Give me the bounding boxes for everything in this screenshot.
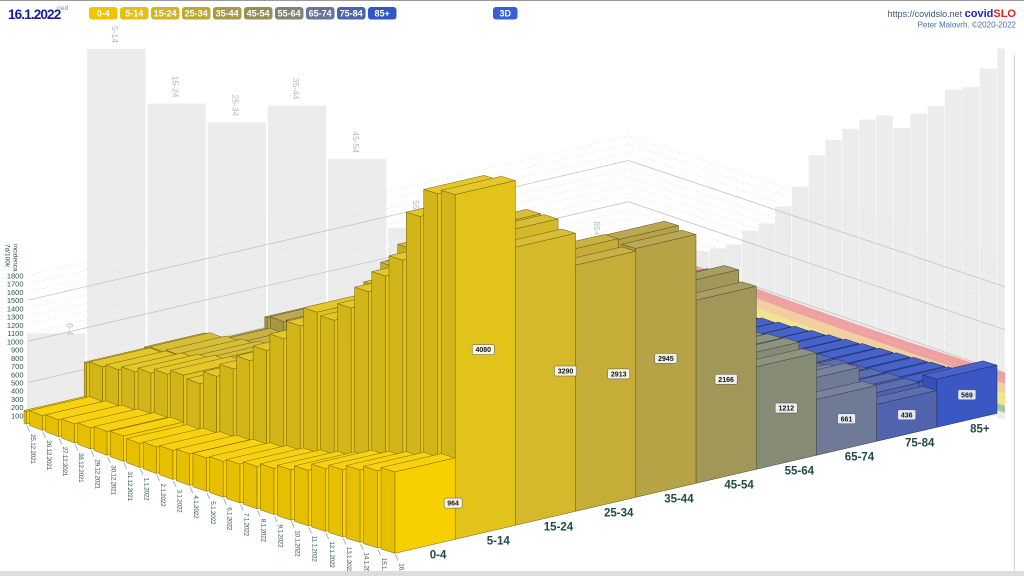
svg-text:15.1.2022: 15.1.2022 [380,558,387,576]
svg-text:incidenca: incidenca [12,244,19,272]
svg-text:1500: 1500 [7,296,24,305]
svg-text:4.1.2022: 4.1.2022 [192,495,199,519]
svg-text:31.12.2021: 31.12.2021 [126,471,133,501]
svg-text:15-24: 15-24 [170,76,180,98]
svg-text:9.1.2022: 9.1.2022 [277,525,284,549]
svg-text:https://covidslo.net covidSLO: https://covidslo.net covidSLO [888,8,1017,20]
svg-text:35-44: 35-44 [291,78,301,100]
svg-text:1400: 1400 [7,304,24,313]
svg-text:0-4: 0-4 [97,9,110,19]
svg-text:1600: 1600 [7,288,24,297]
svg-text:5-14: 5-14 [110,26,120,43]
svg-text:0-4: 0-4 [430,549,447,561]
svg-text:1000: 1000 [7,337,24,346]
svg-text:14.1.2022: 14.1.2022 [363,552,370,576]
svg-text:25-34: 25-34 [185,9,208,19]
svg-text:436: 436 [901,412,913,419]
svg-text:600: 600 [11,370,24,379]
svg-text:15-24: 15-24 [544,521,574,533]
svg-text:10.1.2022: 10.1.2022 [294,530,301,557]
svg-text:55-64: 55-64 [278,9,301,19]
svg-text:5-14: 5-14 [125,9,143,19]
svg-text:85+: 85+ [375,9,390,19]
svg-text:0-4: 0-4 [65,323,75,336]
svg-text:100: 100 [11,412,24,421]
svg-text:55-64: 55-64 [785,465,815,477]
svg-text:2945: 2945 [658,356,674,363]
svg-text:65-74: 65-74 [309,9,332,19]
svg-text:4080: 4080 [476,347,492,354]
svg-text:16.1.2022: 16.1.2022 [398,563,405,576]
svg-text:700: 700 [11,362,24,371]
svg-text:12.1.2022: 12.1.2022 [328,541,335,568]
svg-text:500: 500 [11,379,24,388]
svg-text:6.1.2022: 6.1.2022 [226,507,233,531]
svg-text:800: 800 [11,354,24,363]
svg-text:200: 200 [11,403,24,412]
svg-text:45-54: 45-54 [724,479,754,491]
svg-text:1100: 1100 [7,329,23,338]
svg-text:7.1.2022: 7.1.2022 [243,513,250,537]
svg-text:35-44: 35-44 [216,9,239,19]
svg-text:8.1.2022: 8.1.2022 [260,519,267,543]
svg-text:16.1.2022: 16.1.2022 [8,7,62,22]
svg-text:25-34: 25-34 [231,95,241,117]
svg-text:25.12.2021: 25.12.2021 [29,434,36,464]
svg-text:75-84: 75-84 [340,9,363,19]
svg-text:5.1.2022: 5.1.2022 [209,501,216,525]
svg-text:65-74: 65-74 [845,451,875,463]
svg-text:15-24: 15-24 [154,9,177,19]
svg-text:3.1.2022: 3.1.2022 [176,490,183,514]
svg-text:964: 964 [447,501,459,508]
svg-text:29.12.2021: 29.12.2021 [93,459,100,489]
svg-text:400: 400 [11,387,24,396]
svg-text:3290: 3290 [558,369,574,376]
svg-text:ned: ned [57,5,69,12]
svg-text:2.1.2022: 2.1.2022 [159,484,166,508]
svg-text:1300: 1300 [7,313,24,322]
svg-text:300: 300 [11,395,24,404]
svg-text:1200: 1200 [7,321,24,330]
svg-text:45-54: 45-54 [351,131,361,153]
svg-text:7d/100k: 7d/100k [4,244,11,268]
svg-text:26.12.2021: 26.12.2021 [45,440,52,470]
svg-text:Peter Malovrh. ©2020-2022: Peter Malovrh. ©2020-2022 [918,21,1017,30]
svg-text:569: 569 [961,392,973,399]
svg-text:25-34: 25-34 [604,507,634,519]
svg-text:1212: 1212 [779,406,795,413]
svg-text:13.1.2022: 13.1.2022 [345,547,352,574]
svg-text:661: 661 [841,416,853,423]
svg-text:75-84: 75-84 [905,437,935,449]
svg-text:1700: 1700 [7,280,24,289]
svg-text:5-14: 5-14 [487,535,511,547]
svg-text:28.12.2021: 28.12.2021 [77,453,84,483]
svg-text:900: 900 [11,346,24,355]
svg-text:1800: 1800 [7,271,24,280]
svg-text:85+: 85+ [592,221,602,235]
svg-text:3D: 3D [499,9,511,19]
svg-text:2166: 2166 [718,377,734,384]
svg-text:2913: 2913 [611,372,627,379]
svg-text:11.1.2022: 11.1.2022 [311,536,318,562]
svg-text:35-44: 35-44 [664,493,694,505]
svg-text:30.12.2021: 30.12.2021 [110,465,117,495]
svg-text:27.12.2021: 27.12.2021 [61,447,68,477]
svg-text:45-54: 45-54 [247,9,270,19]
svg-text:1.1.2022: 1.1.2022 [142,478,149,502]
svg-text:85+: 85+ [970,423,990,435]
